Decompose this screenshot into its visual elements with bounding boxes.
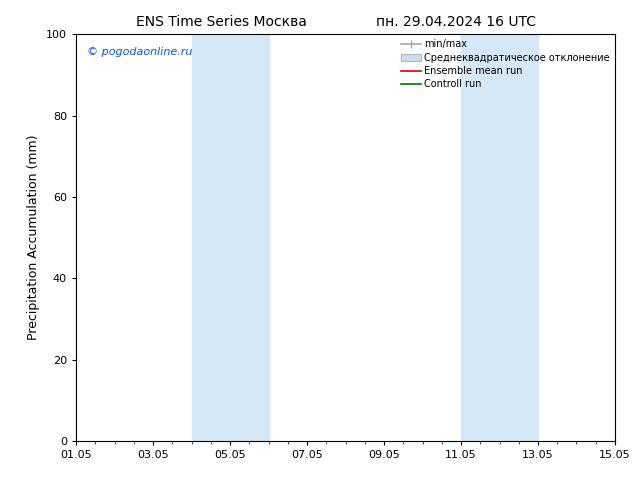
Text: © pogodaonline.ru: © pogodaonline.ru [87, 47, 192, 56]
Bar [461, 34, 538, 441]
Y-axis label: Precipitation Accumulation (mm): Precipitation Accumulation (mm) [27, 135, 41, 341]
Text: ENS Time Series Москва: ENS Time Series Москва [136, 15, 307, 29]
Legend: min/max, Среднеквадратическое отклонение, Ensemble mean run, Controll run: min/max, Среднеквадратическое отклонение… [398, 36, 613, 92]
Bar [191, 34, 269, 441]
Text: пн. 29.04.2024 16 UTC: пн. 29.04.2024 16 UTC [377, 15, 536, 29]
